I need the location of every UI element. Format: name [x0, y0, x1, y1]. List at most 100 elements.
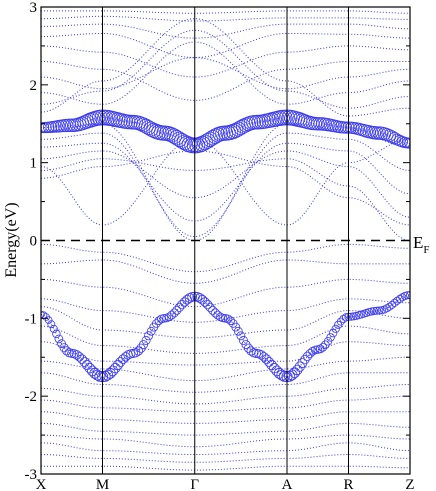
band-weight-circle	[339, 314, 348, 323]
band-weight-circle	[218, 313, 228, 323]
band-weight-circle	[341, 313, 350, 322]
band-weight-circle	[226, 316, 235, 326]
band-weight-circle	[79, 357, 90, 367]
band-weight-circle	[292, 364, 303, 376]
band-weight-circle	[289, 367, 301, 379]
band-weight-circle	[302, 351, 313, 361]
k-point-label: R	[343, 477, 353, 491]
band-weight-circle	[310, 345, 320, 355]
band-weight-circle	[146, 326, 156, 336]
band-weight-circle	[115, 357, 126, 367]
band-weight-circle	[241, 340, 251, 350]
band-weight-circle	[141, 335, 151, 345]
band-weight-circle	[202, 299, 213, 310]
band-weight-circle	[300, 354, 310, 365]
band-weight-circle	[107, 365, 119, 377]
band-weight-circle	[199, 133, 216, 149]
fermi-label-subscript: F	[423, 244, 429, 256]
band-weight-circle	[172, 305, 182, 315]
band-weight-circle	[169, 308, 179, 318]
band-weight-circle	[284, 370, 296, 382]
band-weight-circle	[131, 348, 141, 358]
band-weight-circle	[349, 312, 358, 321]
band-weight-circle	[385, 302, 394, 311]
band-weight-circle	[315, 344, 325, 354]
band-weight-circle	[213, 310, 223, 320]
y-tick-label: 2	[30, 78, 38, 94]
band-line	[41, 23, 410, 39]
band-weight-circle	[395, 294, 404, 303]
band-weight-circle	[241, 116, 256, 132]
band-weight-circle	[383, 129, 396, 143]
band-weight-circle	[236, 331, 246, 341]
band-weight-circle	[339, 121, 352, 134]
band-weight-circle	[266, 359, 277, 371]
band-weight-circle	[202, 131, 218, 148]
band-weight-circle	[47, 320, 56, 329]
band-weight-circle	[347, 312, 356, 321]
band-weight-circle	[174, 302, 184, 312]
band-weight-circle	[154, 316, 164, 326]
band-weight-circle	[52, 329, 61, 339]
band-weight-circle	[59, 343, 69, 353]
band-weight-circle	[152, 319, 161, 328]
band-line	[41, 158, 410, 241]
k-point-label: A	[282, 477, 293, 491]
band-weight-circle	[328, 328, 338, 338]
k-point-label: Γ	[190, 477, 199, 491]
band-weight-circle	[326, 333, 335, 342]
band-weight-circle	[264, 357, 275, 367]
band-line	[41, 356, 410, 382]
band-weight-circle	[259, 352, 269, 362]
band-weight-circle	[228, 122, 244, 138]
band-weight-circle	[231, 322, 241, 332]
band-weight-circle	[254, 349, 264, 359]
band-weight-circle	[179, 297, 190, 307]
band-weight-circle	[375, 306, 384, 315]
band-weight-circle	[401, 137, 410, 149]
fermi-level-label: EF	[413, 233, 430, 256]
band-weight-circle	[171, 131, 188, 148]
band-weight-circle	[177, 299, 187, 310]
y-tick-label: -1	[25, 311, 38, 327]
band-weight-circle	[208, 305, 218, 315]
band-weight-circle	[44, 316, 53, 324]
band-weight-circle	[82, 359, 93, 371]
band-weight-circle	[138, 118, 154, 134]
band-weight-circle	[197, 294, 208, 305]
y-tick-label: 3	[30, 0, 38, 16]
band-weight-circle	[385, 130, 399, 144]
band-weight-circle	[261, 354, 272, 365]
band-weight-circle	[388, 300, 397, 309]
band-weight-circle	[192, 291, 203, 302]
band-weight-circle	[388, 132, 401, 145]
y-axis-label: Energy(eV)	[3, 202, 20, 277]
band-weight-circle	[184, 293, 195, 303]
band-weight-circle	[311, 117, 325, 131]
band-weight-circle	[370, 306, 379, 315]
band-line	[41, 372, 410, 393]
band-weight-circle	[110, 362, 121, 374]
band-weight-circle	[148, 123, 164, 140]
band-weight-circle	[167, 310, 177, 320]
fermi-label-main: E	[413, 233, 423, 252]
band-weight-circle	[331, 324, 340, 333]
band-weight-circle	[112, 359, 124, 371]
y-tick-label: 1	[30, 156, 38, 172]
band-weight-circle	[62, 346, 72, 356]
band-weight-circle	[205, 302, 215, 312]
y-tick-label: -2	[25, 389, 38, 405]
band-weight-circle	[336, 317, 345, 326]
band-weight-circle	[294, 361, 305, 372]
band-weight-circle	[403, 291, 410, 300]
band-weight-circle	[164, 127, 180, 143]
band-weight-circle	[297, 358, 308, 369]
band-weight-circle	[372, 306, 381, 315]
band-weight-circle	[166, 128, 183, 144]
band-weight-circle	[49, 324, 58, 333]
y-tick-label: -3	[25, 467, 38, 483]
band-weight-circle	[223, 314, 233, 324]
band-weight-circle	[318, 342, 328, 352]
